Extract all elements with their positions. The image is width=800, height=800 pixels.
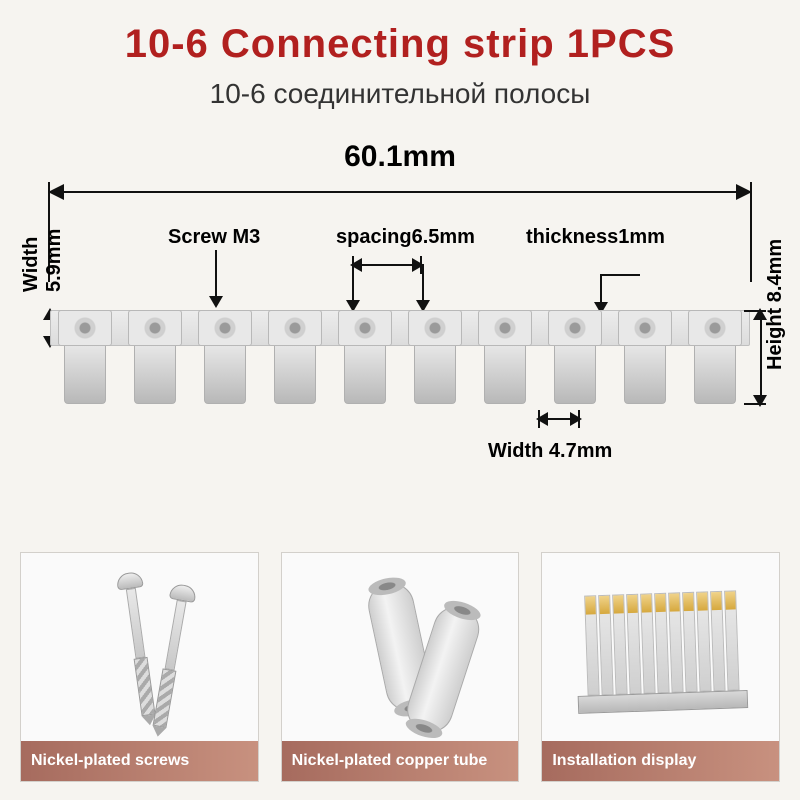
detail-card: Installation display bbox=[541, 552, 780, 782]
card-image bbox=[282, 553, 519, 741]
detail-card: Nickel-plated screws bbox=[20, 552, 259, 782]
card-image bbox=[21, 553, 258, 741]
tab-width-dimension bbox=[538, 418, 580, 420]
strip-tab bbox=[474, 310, 536, 405]
total-length-label: 60.1mm bbox=[40, 140, 760, 174]
total-length-dimension bbox=[50, 182, 750, 202]
strip-tab bbox=[194, 310, 256, 405]
strip-tab bbox=[264, 310, 326, 405]
thickness-label: thickness1mm bbox=[526, 226, 665, 249]
strip-width-label: Width 5.9mm bbox=[20, 229, 66, 292]
screw-label: Screw M3 bbox=[168, 226, 260, 249]
extension-line bbox=[750, 182, 752, 282]
strip-tab bbox=[544, 310, 606, 405]
product-subtitle: 10-6 соединительной полосы bbox=[210, 78, 591, 109]
card-caption: Installation display bbox=[542, 741, 779, 781]
card-caption: Nickel-plated copper tube bbox=[282, 741, 519, 781]
detail-cards: Nickel-plated screws Nickel-plated copper… bbox=[20, 552, 780, 782]
spacing-dimension bbox=[352, 264, 422, 266]
thickness-lead bbox=[600, 274, 640, 276]
terminal-block-icon bbox=[573, 574, 748, 720]
spacing-label: spacing6.5mm bbox=[336, 226, 475, 249]
connecting-strip bbox=[50, 310, 750, 405]
strip-tab bbox=[124, 310, 186, 405]
dimension-diagram: 60.1mm Screw M3 spacing6.5mm thickness1m… bbox=[40, 140, 760, 520]
detail-card: Nickel-plated copper tube bbox=[281, 552, 520, 782]
card-caption: Nickel-plated screws bbox=[21, 741, 258, 781]
strip-tab bbox=[614, 310, 676, 405]
tab-width-label: Width 4.7mm bbox=[488, 440, 612, 463]
thickness-pointer bbox=[600, 276, 602, 312]
spacing-ext bbox=[422, 264, 424, 310]
screw-pointer bbox=[215, 250, 217, 306]
product-title: 10-6 Connecting strip 1PCS bbox=[125, 22, 676, 66]
strip-tab bbox=[684, 310, 746, 405]
strip-tab bbox=[54, 310, 116, 405]
height-label: Height 8.4mm bbox=[764, 239, 787, 370]
spacing-ext bbox=[352, 264, 354, 310]
card-image bbox=[542, 553, 779, 741]
strip-tab bbox=[334, 310, 396, 405]
strip-tab bbox=[404, 310, 466, 405]
